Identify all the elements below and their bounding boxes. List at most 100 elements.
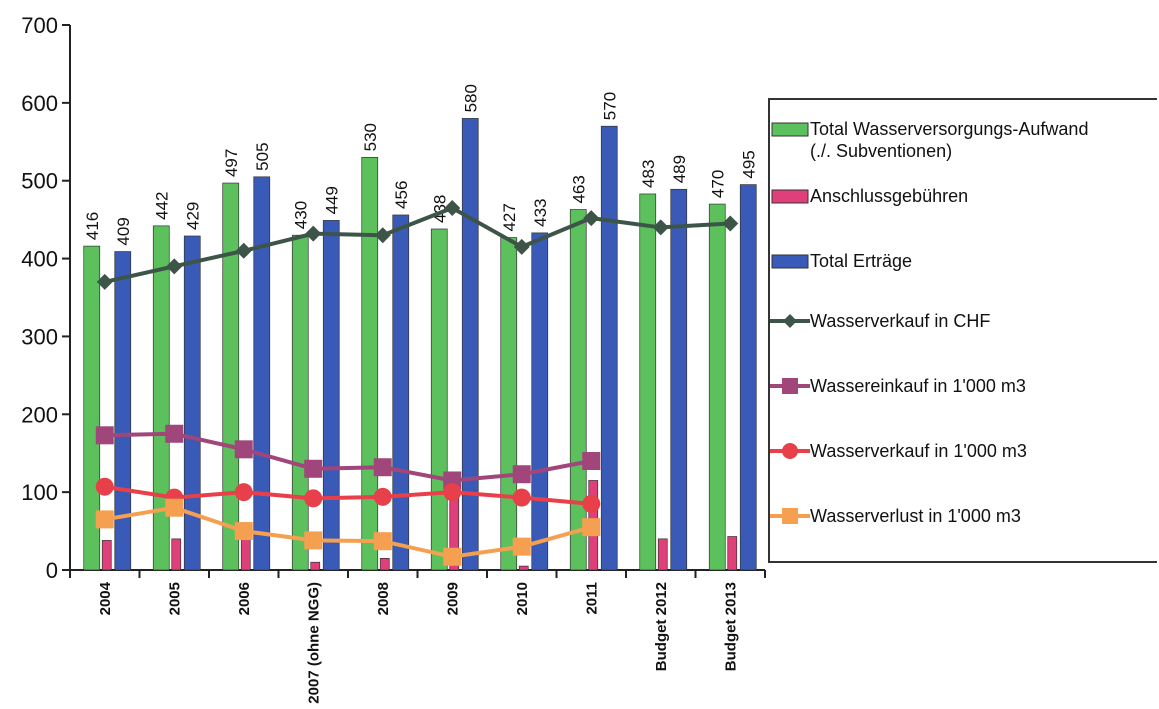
data-label: 497 xyxy=(222,149,241,177)
marker xyxy=(373,458,392,477)
marker xyxy=(234,522,253,541)
data-label: 570 xyxy=(600,92,619,120)
marker xyxy=(95,510,114,529)
legend-item: Wassereinkauf in 1'000 m3 xyxy=(770,375,1100,397)
marker xyxy=(304,489,323,508)
data-label: 463 xyxy=(569,175,588,203)
data-label: 495 xyxy=(739,150,758,178)
x-tick-label: 2007 (ohne NGG) xyxy=(305,582,322,704)
legend-swatch xyxy=(770,378,810,394)
marker xyxy=(443,547,462,566)
marker xyxy=(373,532,392,551)
legend-item: Wasserverkauf in 1'000 m3 xyxy=(770,440,1100,462)
bar xyxy=(83,245,101,571)
legend-swatch xyxy=(771,254,809,269)
bar xyxy=(639,193,657,571)
bar xyxy=(101,540,112,571)
data-label: 427 xyxy=(500,203,519,231)
marker xyxy=(582,452,601,470)
bar xyxy=(361,157,379,571)
bar xyxy=(569,209,587,571)
x-tick-label: 2006 xyxy=(236,582,253,615)
y-tick-label: 100 xyxy=(21,480,58,505)
swatch-marker xyxy=(783,314,797,328)
bar xyxy=(739,184,757,571)
legend-swatch xyxy=(770,443,810,459)
legend-swatch xyxy=(770,508,810,524)
y-tick-label: 500 xyxy=(21,169,58,194)
marker xyxy=(512,488,531,507)
data-label: 505 xyxy=(253,142,272,170)
bar xyxy=(152,225,170,571)
marker xyxy=(235,242,252,259)
swatch-marker xyxy=(782,378,798,394)
swatch xyxy=(771,254,809,269)
data-label: 429 xyxy=(183,202,202,230)
marker xyxy=(512,537,531,556)
marker xyxy=(95,426,114,445)
bar xyxy=(727,536,738,571)
bar xyxy=(657,538,668,571)
y-tick-label: 200 xyxy=(21,402,58,427)
data-label: 456 xyxy=(392,181,411,209)
line xyxy=(104,205,731,284)
bar xyxy=(240,534,251,571)
legend-swatch xyxy=(770,314,810,328)
bar xyxy=(708,203,726,571)
marker xyxy=(512,465,531,484)
x-tick-label: 2010 xyxy=(514,582,531,615)
data-label: 449 xyxy=(322,186,341,214)
marker xyxy=(374,227,391,244)
x-tick-label: 2011 xyxy=(583,582,600,615)
data-label: 430 xyxy=(291,201,310,229)
swatch-marker xyxy=(782,508,798,524)
swatch-marker xyxy=(782,443,798,459)
marker xyxy=(95,477,114,496)
y-tick-label: 400 xyxy=(21,247,58,272)
y-tick-label: 0 xyxy=(46,558,58,583)
marker xyxy=(722,215,739,232)
y-tick-label: 600 xyxy=(21,91,58,116)
marker xyxy=(513,238,530,255)
legend-swatch xyxy=(771,189,809,204)
bar xyxy=(183,235,201,571)
legend-item: Total Erträge xyxy=(771,250,1100,272)
marker xyxy=(652,219,669,236)
x-tick-label: Budget 2013 xyxy=(722,582,739,671)
bar xyxy=(171,538,182,571)
swatch xyxy=(771,122,809,137)
bar xyxy=(114,251,132,571)
legend: Total Wasserversorgungs-Aufwand (./. Sub… xyxy=(768,98,1157,563)
data-label: 470 xyxy=(708,170,727,198)
bar xyxy=(531,232,549,571)
marker xyxy=(305,225,322,242)
bar xyxy=(461,118,479,571)
x-tick-label: Budget 2012 xyxy=(653,582,670,671)
swatch xyxy=(771,189,809,204)
data-label: 483 xyxy=(639,160,658,188)
marker xyxy=(582,494,601,513)
y-tick-label: 300 xyxy=(21,324,58,349)
legend-label: Wasserverkauf in 1'000 m3 xyxy=(810,441,1027,461)
marker xyxy=(582,518,601,537)
marker xyxy=(373,487,392,506)
bar xyxy=(392,214,410,571)
marker xyxy=(166,258,183,275)
bar xyxy=(500,237,518,571)
marker xyxy=(443,483,462,502)
bar xyxy=(310,561,321,571)
marker xyxy=(444,199,461,216)
bar xyxy=(322,220,340,571)
data-label: 409 xyxy=(114,217,133,245)
legend-item: Total Wasserversorgungs-Aufwand (./. Sub… xyxy=(771,118,1100,162)
y-tick-label: 700 xyxy=(21,13,58,38)
data-label: 530 xyxy=(361,123,380,151)
marker xyxy=(165,498,184,517)
bar xyxy=(670,188,688,571)
x-tick-label: 2005 xyxy=(166,582,183,615)
x-tick-label: 2008 xyxy=(375,582,392,615)
marker xyxy=(165,424,184,443)
marker xyxy=(583,210,600,227)
bar xyxy=(253,176,271,571)
